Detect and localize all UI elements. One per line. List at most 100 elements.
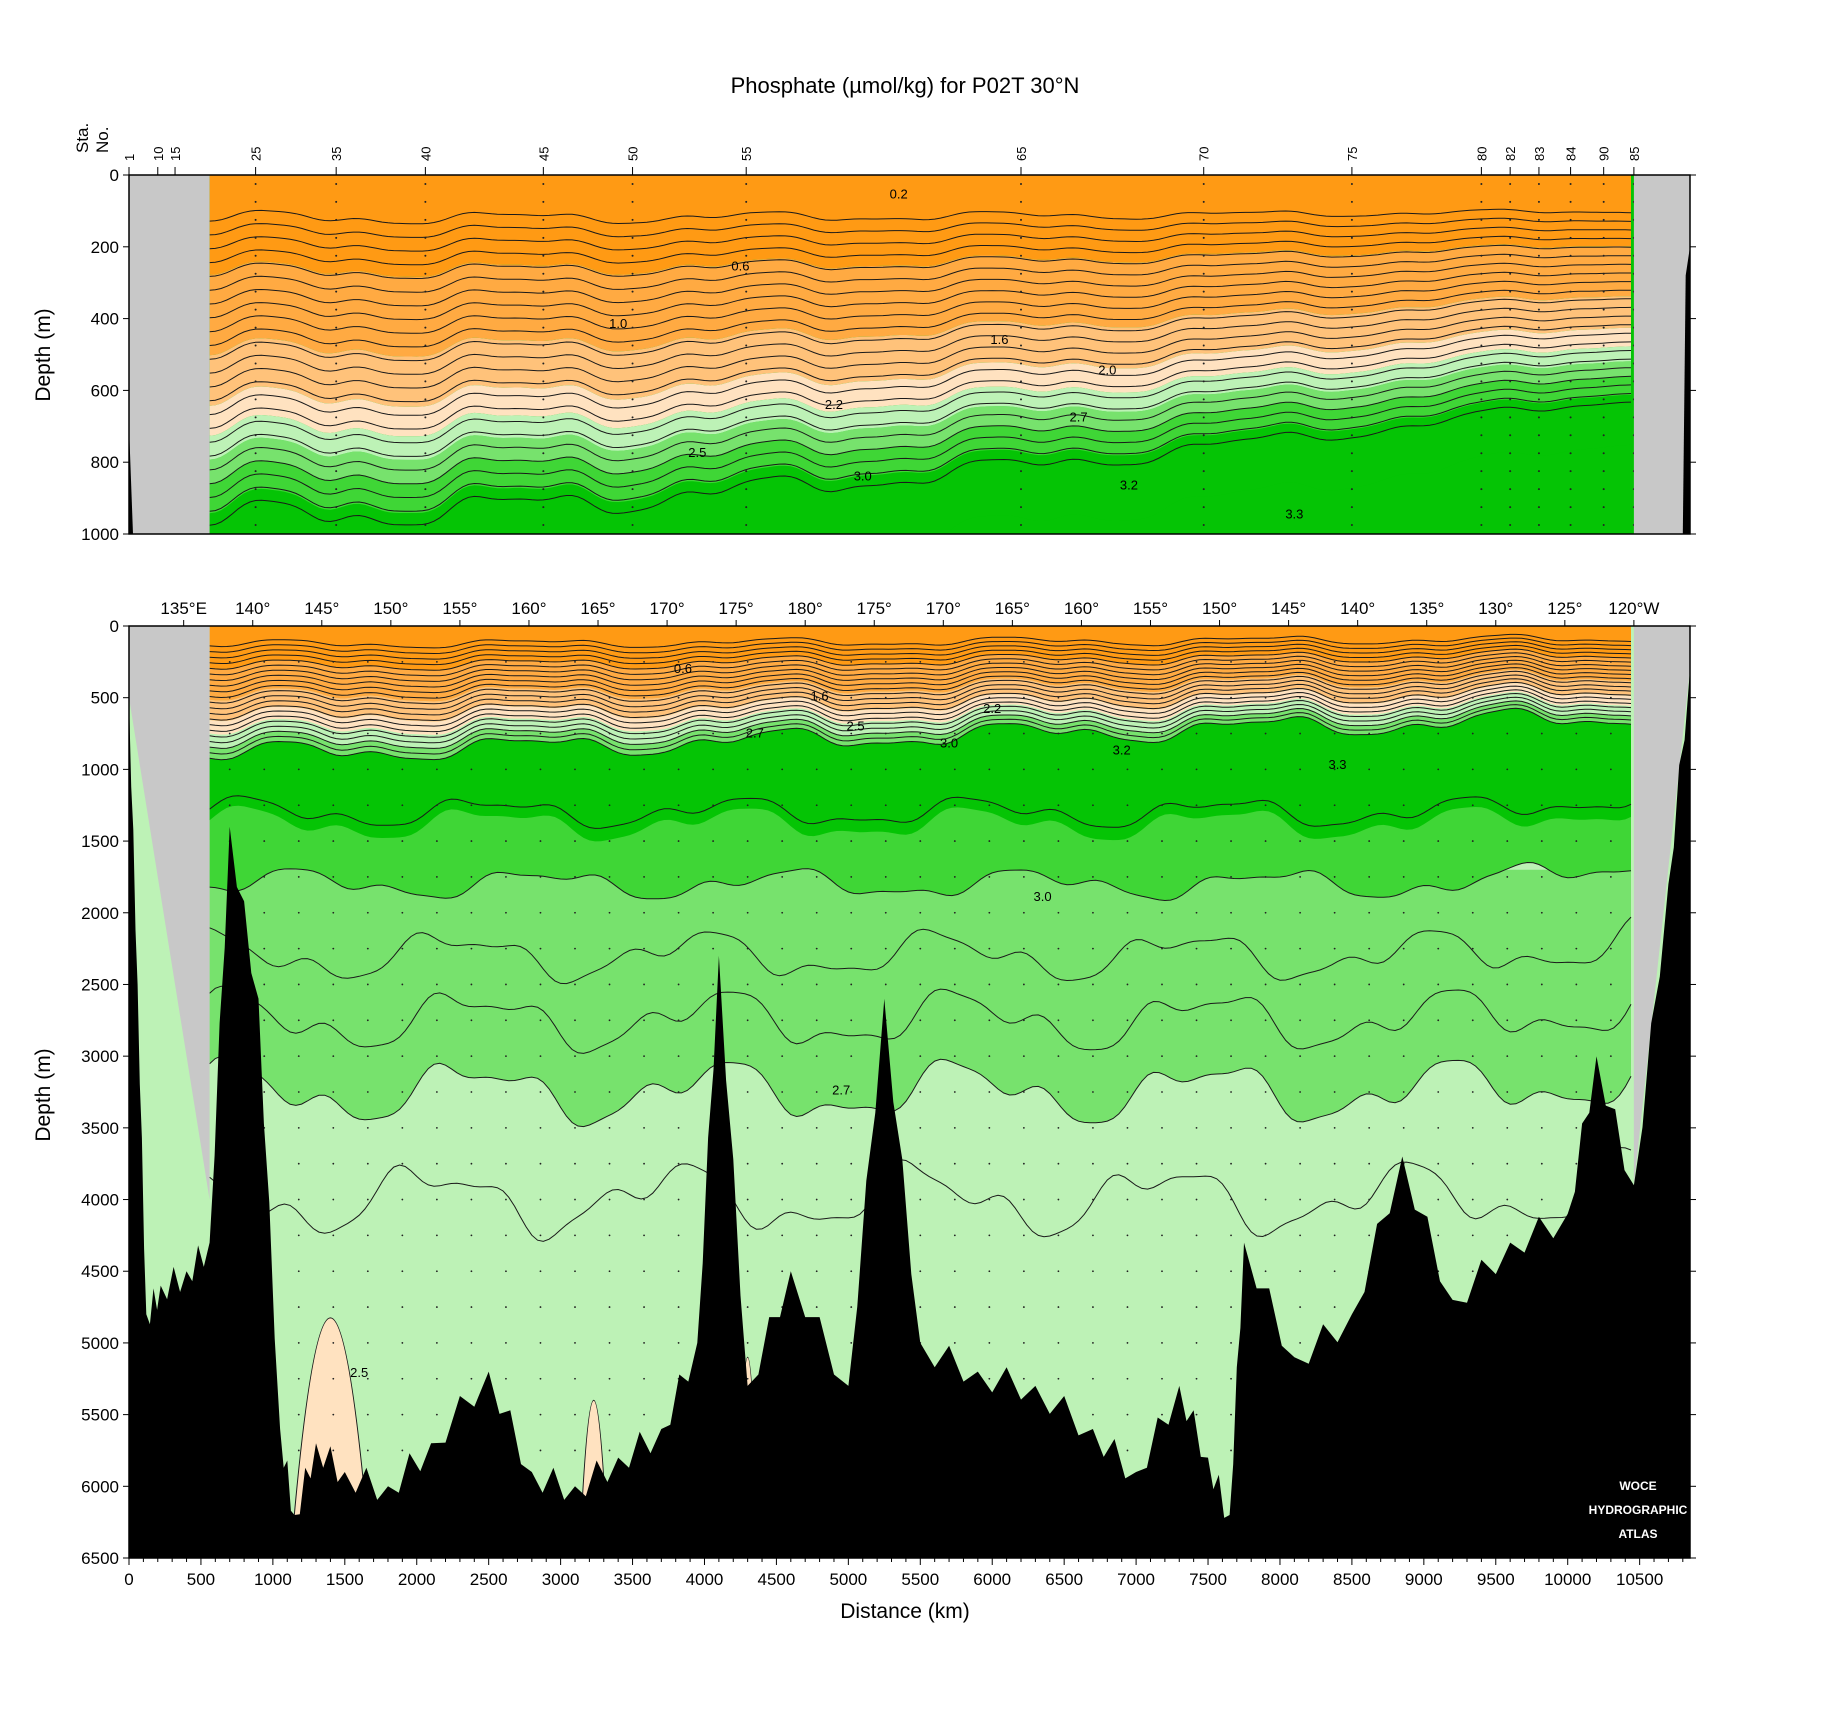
lower-sample-dot xyxy=(539,1234,542,1237)
lower-sample-dot xyxy=(1126,983,1129,986)
upper-sample-dot xyxy=(745,470,748,473)
upper-bottom-east xyxy=(1682,246,1690,534)
upper-sample-dot xyxy=(1569,380,1572,383)
lower-sample-dot xyxy=(1333,983,1336,986)
upper-sample-dot xyxy=(1569,326,1572,329)
lower-sample-dot xyxy=(1299,947,1302,950)
lower-sample-dot xyxy=(1230,660,1232,663)
lower-sample-dot xyxy=(505,660,507,663)
lower-sample-dot xyxy=(1057,660,1060,663)
upper-sample-dot xyxy=(1537,452,1540,455)
upper-sample-dot xyxy=(542,182,545,185)
lower-isoline xyxy=(209,655,1632,682)
lower-sample-dot xyxy=(988,1162,991,1165)
upper-green-band-0 xyxy=(209,394,1631,534)
lower-sample-dot xyxy=(470,1270,473,1273)
x-tick-label: 6000 xyxy=(973,1570,1011,1589)
lower-sample-dot xyxy=(850,911,853,914)
lower-sample-dot xyxy=(988,1126,991,1129)
lower-sample-dot xyxy=(1230,1091,1232,1093)
lower-sample-dot xyxy=(1230,840,1232,842)
upper-sample-dot xyxy=(745,344,748,347)
lower-sample-dot xyxy=(815,804,818,807)
lower-sample-dot xyxy=(1437,911,1440,914)
upper-sample-dot xyxy=(631,290,634,293)
lower-sample-dot xyxy=(435,1306,438,1308)
upper-sample-dot xyxy=(1350,362,1353,365)
x-tick-label: 7000 xyxy=(1117,1570,1155,1589)
longitude-tick-label: 160° xyxy=(1064,599,1099,618)
lower-sample-dot xyxy=(608,1091,611,1093)
lower-sample-dot xyxy=(470,1306,473,1308)
upper-sample-dot xyxy=(335,218,338,221)
upper-contour-labels: 0.2 0.6 1.0 1.6 2.0 2.2 2.7 2.5 3.0 3.2 3.3 xyxy=(609,187,1303,522)
lower-sample-dot xyxy=(470,840,473,842)
upper-sample-dot xyxy=(1602,344,1605,347)
lower-sample-dot xyxy=(1540,696,1543,699)
upper-sample-dot xyxy=(1202,362,1205,365)
lower-sample-dot xyxy=(539,1377,542,1380)
lower-sample-dot xyxy=(1506,947,1509,950)
lower-sample-dot xyxy=(505,1019,507,1022)
lower-axes: 0500100015002000250030003500400045005000… xyxy=(81,617,1696,1589)
lower-sample-dot xyxy=(919,1198,922,1201)
lower-contour-label: 2.5 xyxy=(847,718,865,733)
upper-sample-dot xyxy=(254,326,257,329)
upper-sample-dot xyxy=(631,362,634,365)
lower-sample-dot xyxy=(677,660,680,663)
lower-sample-dot xyxy=(815,1198,818,1201)
lower-sample-dot xyxy=(332,983,335,986)
x-tick-label: 9500 xyxy=(1477,1570,1515,1589)
lower-sample-dot xyxy=(1437,660,1440,663)
lower-sample-dot xyxy=(539,660,542,663)
lower-sample-dot xyxy=(470,696,473,699)
upper-sample-dot xyxy=(424,398,427,401)
upper-sample-dot xyxy=(745,416,748,419)
x-tick-label: 7500 xyxy=(1189,1570,1227,1589)
upper-sample-dot xyxy=(745,452,748,455)
lower-sample-dot xyxy=(1161,1162,1163,1165)
lower-sample-dot xyxy=(988,1270,991,1273)
lower-sample-dot xyxy=(1609,804,1612,807)
lower-sample-dot xyxy=(1092,732,1094,735)
lower-sample-dot xyxy=(505,911,507,914)
lower-sample-dot xyxy=(505,1342,507,1344)
lower-sample-dot xyxy=(1264,876,1267,878)
upper-sample-dot xyxy=(1509,488,1512,491)
lower-sample-dot xyxy=(1368,1019,1371,1022)
station-tick-label: 50 xyxy=(626,147,641,161)
lower-sample-dot xyxy=(1333,840,1336,842)
lower-sample-dot xyxy=(1230,1162,1232,1165)
lower-sample-dot xyxy=(1057,840,1060,842)
upper-sample-dot xyxy=(542,524,545,527)
lower-sample-dot xyxy=(435,911,438,914)
lower-sample-dot xyxy=(574,1413,576,1416)
lower-sample-dot xyxy=(1195,840,1198,842)
lower-sample-dot xyxy=(1092,804,1094,807)
lower-sample-dot xyxy=(1540,947,1543,950)
lower-sample-dot xyxy=(1230,1270,1232,1273)
lower-sample-dot xyxy=(1333,1234,1336,1237)
y-tick-label: 6000 xyxy=(81,1477,119,1496)
upper-sample-dot xyxy=(1569,272,1572,275)
lower-sample-dot xyxy=(1195,983,1198,986)
lower-sample-dot xyxy=(643,983,645,986)
lower-sample-dot xyxy=(1022,911,1025,914)
lower-sample-dot xyxy=(1299,804,1302,807)
lower-land-west xyxy=(129,626,210,1200)
lower-contour-label: 2.2 xyxy=(983,701,1001,716)
lower-sample-dot xyxy=(1299,876,1302,878)
lower-sample-dot xyxy=(1506,983,1509,986)
lower-sample-dot xyxy=(953,911,956,914)
upper-sample-dot xyxy=(424,182,427,185)
upper-sample-dot xyxy=(745,254,748,257)
upper-sample-dot xyxy=(424,218,427,221)
lower-sample-dot xyxy=(539,1162,542,1165)
lower-sample-dot xyxy=(1057,768,1060,771)
lower-sample-dot xyxy=(850,840,853,842)
upper-sample-dot xyxy=(1509,506,1512,509)
upper-sample-dot xyxy=(424,200,427,203)
upper-sample-dot xyxy=(1350,182,1353,185)
lower-isoline xyxy=(209,692,1632,738)
lower-sample-dot xyxy=(332,1162,335,1165)
